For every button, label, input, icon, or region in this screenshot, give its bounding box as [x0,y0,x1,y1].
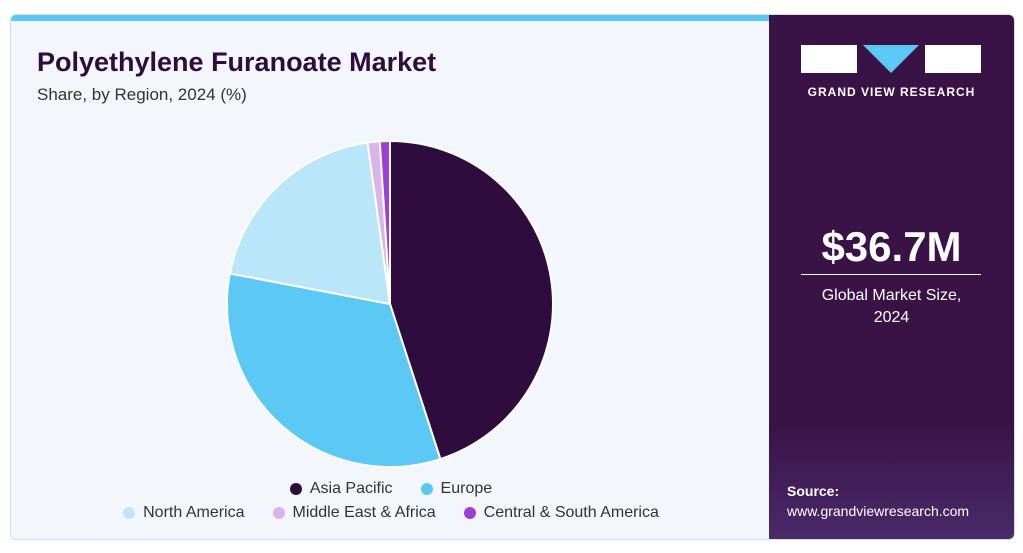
legend-label: North America [143,504,245,521]
chart-title: Polyethylene Furanoate Market [37,47,437,77]
legend-item: Asia Pacific [289,480,393,498]
legend-swatch [420,483,433,495]
legend-item: Europe [420,480,493,498]
logo [801,45,981,73]
source: Source: www.grandviewresearch.com [787,481,969,521]
divider [801,274,981,275]
legend-label: Central & South America [483,504,659,521]
pie-slice [378,139,391,305]
pie-slice [228,141,392,306]
pie-chart [226,139,554,468]
market-size: $36.7M [821,223,962,270]
legend-item: North America [123,504,245,522]
chart-area: Polyethylene Furanoate Market Share, by … [11,15,769,539]
side-panel: GRAND VIEW RESEARCH $36.7M Global Market… [769,15,1014,539]
legend-swatch [123,507,136,519]
market-size-label: Global Market Size, 2024 [821,287,962,326]
pie-slice [226,272,442,468]
legend-swatch [463,507,476,519]
legend-swatch [272,507,285,519]
legend-label: Middle East & Africa [292,504,436,521]
source-label: Source: [787,483,840,499]
brand: GRAND VIEW RESEARCH [807,85,976,99]
legend-label: Asia Pacific [309,480,393,497]
legend-label: Europe [440,480,493,497]
legend-item: Middle East & Africa [272,504,436,522]
source-url: www.grandviewresearch.com [787,503,970,519]
pie-slice [389,139,554,461]
card: Polyethylene Furanoate Market Share, by … [10,14,1015,540]
legend-item: Central & South America [463,504,659,522]
legend-swatch [289,483,302,495]
chart-subtitle: Share, by Region, 2024 (%) [37,85,247,104]
legend: Asia Pacific Europe North America Middle Ea… [71,477,711,525]
